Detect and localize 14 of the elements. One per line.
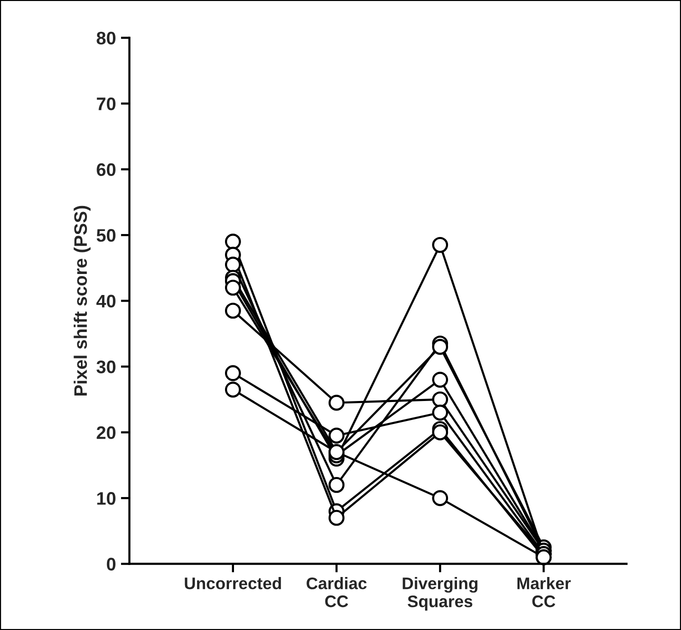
y-tick-label: 60	[96, 163, 116, 176]
y-tick-label: 30	[96, 360, 116, 374]
x-tick-label: Diverging Squares	[402, 577, 478, 611]
x-tick-label: Marker CC	[517, 577, 571, 608]
x-tick-label: Uncorrected	[184, 577, 281, 590]
y-tick-label: 40	[96, 294, 116, 308]
y-tick-label: 20	[96, 426, 116, 440]
x-tick-label: Cardiac CC	[306, 577, 367, 608]
y-tick-label: 10	[97, 492, 116, 505]
y-tick-label: 0	[106, 558, 116, 571]
y-tick-label: 80	[96, 32, 116, 45]
y-axis-title: Pixel shift score (PSS)	[74, 206, 91, 396]
y-tick-label: 50	[96, 229, 116, 242]
y-tick-label: 70	[96, 97, 116, 110]
